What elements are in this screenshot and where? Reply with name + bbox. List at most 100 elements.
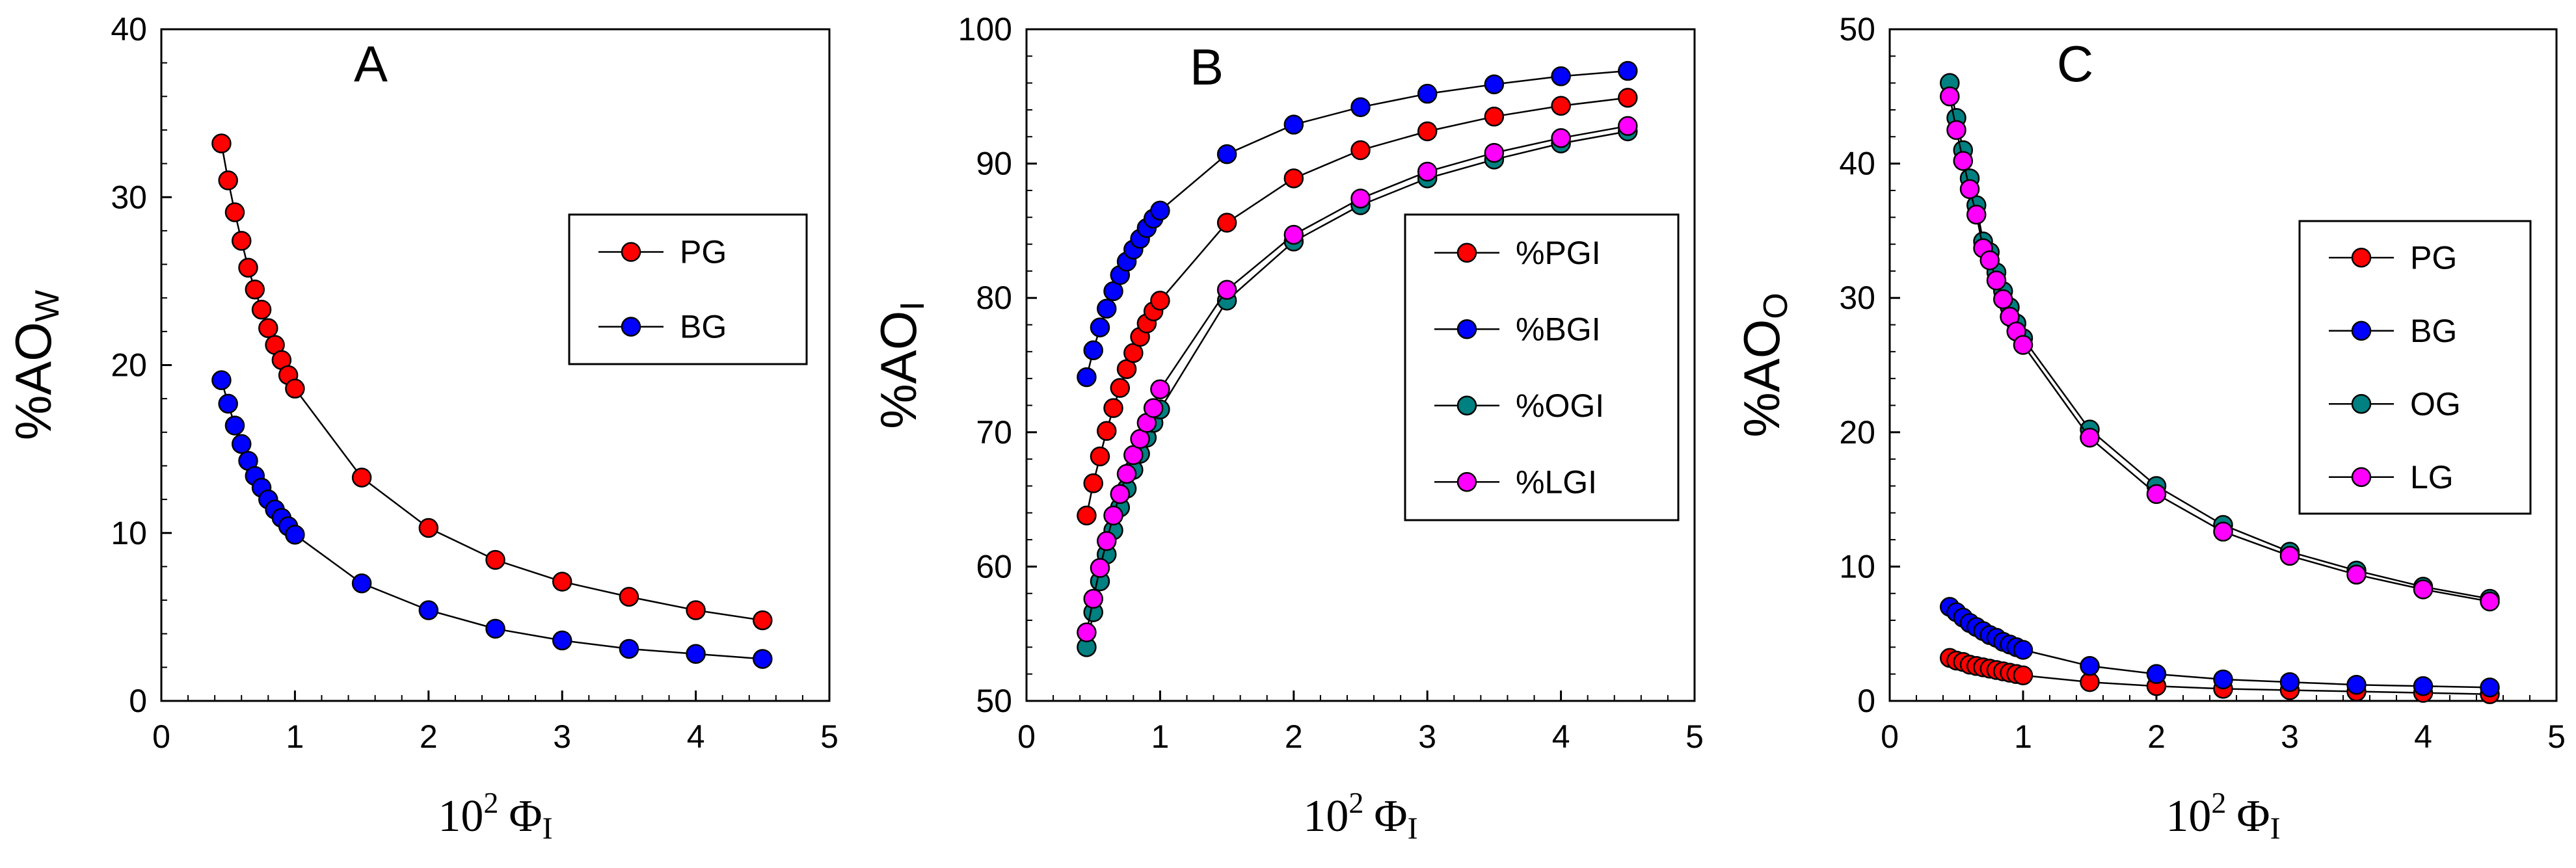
x-axis-label-subscript: I: [1408, 811, 1418, 846]
y-axis-label-subscript: O: [1757, 293, 1795, 319]
data-point: [1216, 144, 1237, 164]
data-point: [1484, 74, 1505, 94]
y-tick-label: 60: [976, 548, 1012, 585]
data-point: [1618, 116, 1638, 137]
data-point: [1993, 289, 2013, 309]
data-point: [1551, 96, 1571, 116]
data-point: [2080, 427, 2100, 448]
x-tick-label: 1: [1151, 718, 1169, 755]
y-tick-label: 10: [111, 515, 147, 551]
series-line-bg: [221, 380, 763, 660]
data-point: [1116, 464, 1137, 484]
data-point: [1110, 378, 1131, 398]
x-axis-label: 102 ΦI: [1303, 786, 1417, 846]
data-point: [2146, 664, 2167, 684]
data-point: [1083, 340, 1103, 361]
data-point: [2413, 676, 2434, 696]
legend-marker: [621, 317, 641, 337]
x-tick-label: 3: [2281, 718, 2299, 755]
y-axis-label: %AOI: [870, 301, 932, 429]
plot-frame: [1025, 28, 1696, 702]
data-point: [224, 415, 245, 436]
data-point: [245, 280, 265, 300]
legend-label: BG: [680, 309, 727, 345]
x-tick-label: 4: [1552, 718, 1570, 755]
data-point: [418, 518, 439, 538]
data-point: [686, 600, 706, 620]
data-point: [1350, 97, 1371, 118]
y-axis-label-subscript: W: [29, 290, 66, 322]
data-point: [1083, 588, 1103, 609]
data-point: [1143, 398, 1164, 418]
data-point: [753, 610, 773, 631]
data-point: [552, 572, 572, 592]
data-point: [1283, 114, 1304, 135]
y-tick-label: 10: [1839, 548, 1875, 585]
data-point: [1979, 250, 2000, 270]
legend-marker: [2351, 467, 2372, 487]
data-point: [1484, 142, 1505, 163]
x-tick-label: 2: [2147, 718, 2166, 755]
data-point: [258, 318, 278, 338]
legend-box: [2298, 220, 2532, 515]
y-tick-label: 70: [976, 414, 1012, 451]
data-point: [1966, 204, 1987, 225]
y-tick-label: 0: [129, 683, 147, 719]
y-axis-label: %AOW: [5, 290, 66, 440]
data-point: [1083, 473, 1103, 493]
data-point: [351, 467, 372, 488]
data-point: [1096, 421, 1117, 441]
data-point: [2480, 677, 2500, 698]
legend-marker: [621, 242, 641, 262]
data-point: [1350, 140, 1371, 161]
data-point: [1618, 60, 1638, 81]
x-tick-label: 2: [420, 718, 438, 755]
y-axis-label-subscript: I: [894, 301, 932, 310]
data-point: [1077, 505, 1097, 526]
y-tick-label: 20: [111, 347, 147, 384]
legend-label: LG: [2410, 459, 2454, 495]
data-point: [1986, 270, 2007, 291]
data-point: [285, 378, 305, 399]
data-point: [1150, 291, 1170, 311]
data-point: [1350, 189, 1371, 209]
panel-label: B: [1190, 38, 1224, 96]
x-axis-label-subscript: I: [543, 811, 553, 846]
data-point: [1077, 367, 1097, 388]
y-tick-label: 80: [976, 280, 1012, 316]
data-point: [211, 370, 232, 390]
data-point: [2480, 591, 2500, 612]
legend-label: PG: [680, 234, 727, 270]
x-axis-label-base: 10: [1303, 791, 1348, 841]
y-tick-label: 30: [111, 179, 147, 215]
data-point: [231, 231, 252, 251]
legend-marker: [1456, 243, 1477, 263]
data-point: [1110, 484, 1131, 505]
data-point: [1551, 66, 1571, 86]
data-point: [2013, 640, 2033, 660]
data-point: [2146, 484, 2167, 505]
x-tick-label: 4: [2414, 718, 2432, 755]
y-axis-label: %AOO: [1733, 293, 1795, 438]
data-point: [1077, 622, 1097, 642]
data-point: [485, 618, 505, 639]
data-point: [238, 257, 258, 278]
x-tick-label: 3: [1418, 718, 1436, 755]
data-point: [231, 434, 252, 454]
legend-marker: [1456, 395, 1477, 415]
y-tick-label: 40: [1839, 146, 1875, 182]
data-point: [2346, 564, 2367, 585]
legend-box: [1404, 213, 1680, 521]
x-tick-label: 0: [1881, 718, 1899, 755]
legend-marker: [2351, 248, 2372, 268]
x-axis-label-symbol: Φ: [1374, 791, 1407, 841]
data-point: [1551, 128, 1571, 148]
data-point: [1484, 107, 1505, 127]
x-axis-label: 102 ΦI: [438, 786, 552, 846]
y-tick-label: 100: [958, 11, 1012, 47]
y-axis-label-base: %AO: [5, 322, 62, 440]
x-axis-label: 102 ΦI: [2166, 786, 2280, 846]
